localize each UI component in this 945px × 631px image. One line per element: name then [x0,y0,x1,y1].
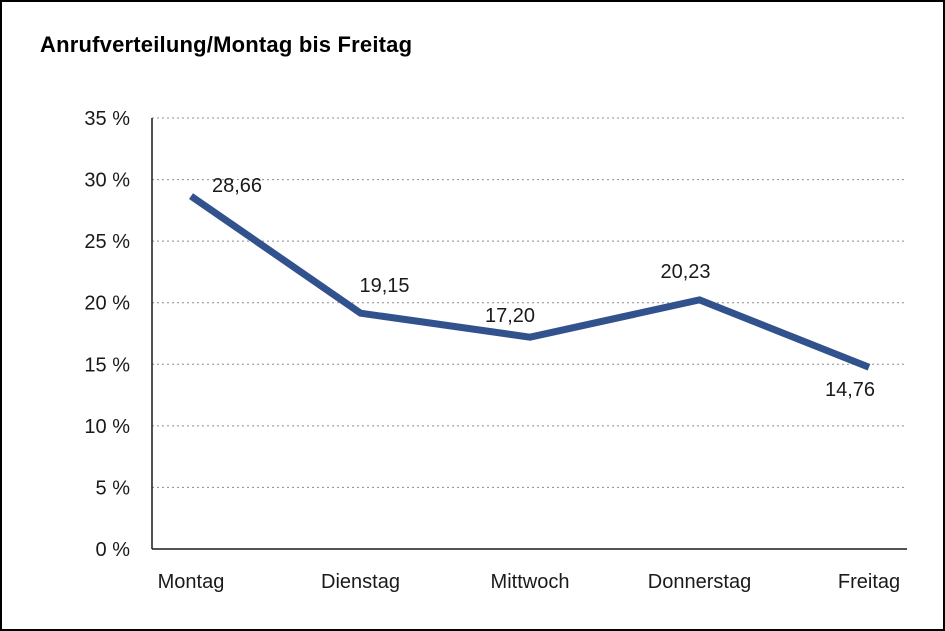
y-tick-label: 15 % [84,354,130,376]
y-tick-label: 0 % [96,539,131,561]
point-label: 28,66 [212,175,262,197]
y-tick-label: 5 % [96,477,131,499]
x-tick-label: Montag [158,571,225,593]
y-tick-label: 10 % [84,416,130,438]
y-tick-label: 30 % [84,170,130,192]
point-label: 19,15 [359,275,409,297]
y-tick-label: 25 % [84,231,130,253]
chart-title: Anrufverteilung/Montag bis Freitag [40,32,413,57]
y-tick-label: 20 % [84,293,130,315]
x-tick-label: Dienstag [321,571,400,593]
x-tick-label: Mittwoch [491,571,570,593]
series-line [189,193,871,371]
point-label: 20,23 [660,261,710,283]
point-label: 17,20 [485,305,535,327]
y-tick-label: 35 % [84,108,130,130]
point-label: 14,76 [825,379,875,401]
x-tick-label: Freitag [838,571,900,593]
x-tick-label: Donnerstag [648,571,751,593]
